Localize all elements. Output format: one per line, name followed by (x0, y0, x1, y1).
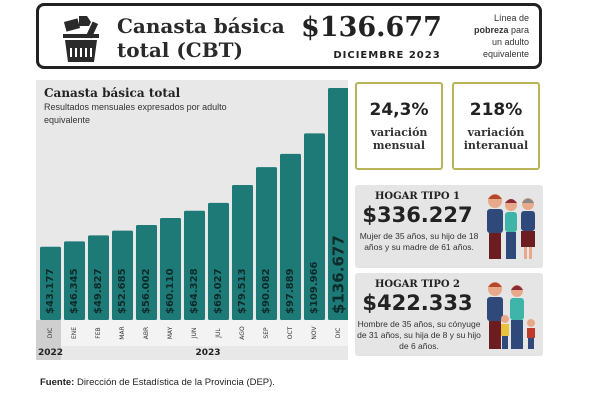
bar-chart: $43.177 DIC $46.345 ENE $49.827 FEB $52.685 MAR… (36, 88, 348, 360)
bar (40, 246, 61, 320)
note-bold: pobreza (473, 25, 509, 35)
stat-label: mensual (372, 139, 426, 152)
bar-value-label: $43.177 (45, 268, 56, 314)
header-note: Línea de pobreza para un adulto equivale… (449, 12, 529, 60)
grocery-basket-icon (63, 16, 99, 62)
source-footer: Fuente: Dirección de Estadística de la P… (40, 377, 275, 388)
month-tick-label: ENE (71, 327, 78, 339)
hogar-desc: Mujer de 35 años, su hijo de 18 años y s… (359, 231, 479, 252)
stat-monthly-variation: 24,3% variación mensual (355, 82, 443, 170)
month-tick-label: ABR (143, 327, 150, 339)
year-label: 2023 (195, 348, 220, 358)
bar (64, 241, 85, 320)
bar-value-label: $60.110 (165, 268, 176, 314)
bar (304, 133, 325, 320)
month-tick-label: SEP (263, 327, 270, 339)
bar-value-label: $49.827 (93, 268, 104, 314)
bar (160, 217, 181, 320)
bar (112, 230, 133, 320)
chart-title: Canasta básica total (44, 86, 181, 100)
month-tick-label: AGO (239, 326, 246, 340)
bar-value-label: $64.328 (189, 268, 200, 314)
bar-value-label: $56.002 (141, 268, 152, 314)
stat-label: variación (370, 126, 428, 139)
chart-panel: $43.177 DIC $46.345 ENE $49.827 FEB $52.685 MAR… (36, 80, 348, 360)
month-tick-label: DIC (335, 328, 342, 339)
bar-value-label: $97.889 (285, 268, 296, 314)
header-banner: Canasta básica total (CBT) $136.677 DICIE… (36, 3, 542, 69)
hogar-value: $336.227 (362, 203, 473, 227)
chart-subtitle: Resultados mensuales expresados por adul… (44, 102, 227, 125)
bar-value-label: $136.677 (330, 235, 348, 314)
family-of-three-icon (487, 194, 535, 259)
stat-yearly-variation: 218% variación interanual (452, 82, 540, 170)
hogar-title: HOGAR TIPO 2 (374, 279, 461, 290)
header-title: Canasta básica total (CBT) (117, 14, 285, 62)
bar (328, 88, 348, 320)
bar-value-label: $109.966 (309, 261, 320, 314)
month-tick-label: FEB (95, 327, 102, 338)
hogar-desc: Hombre de 35 años, su cónyuge de 31 años… (357, 319, 481, 351)
bar-value-label: $52.685 (117, 268, 128, 314)
family-of-four-icon (487, 282, 535, 349)
title-line: total (CBT) (117, 38, 243, 62)
bar (208, 202, 229, 320)
month-tick-label: JUN (191, 328, 198, 340)
hogar-title: HOGAR TIPO 1 (374, 191, 461, 202)
bar-value-label: $69.027 (213, 268, 224, 314)
hogar-value: $422.333 (362, 291, 473, 315)
bar-value-label: $46.345 (69, 268, 80, 314)
year-2022-band (36, 320, 61, 360)
title-line: Canasta básica (117, 14, 285, 38)
bar (232, 185, 253, 320)
bar (136, 224, 157, 320)
note-line: Línea de (493, 13, 529, 23)
note-line: equivalente (482, 49, 529, 59)
month-tick-label: JUL (215, 328, 222, 339)
hogar-tipo-1-card: HOGAR TIPO 1 $336.227 Mujer de 35 años, … (355, 185, 543, 268)
bar-value-label: $79.513 (237, 268, 248, 314)
year-label: 2022 (38, 348, 63, 358)
header-value: $136.677 (301, 12, 442, 43)
source-text: Dirección de Estadística de la Provincia… (74, 377, 275, 388)
bar (280, 153, 301, 320)
axis-band (36, 320, 348, 346)
bar (184, 210, 205, 320)
bar (256, 167, 277, 320)
month-tick-label: OCT (287, 326, 294, 339)
stat-value: 24,3% (369, 100, 429, 120)
stat-label: variación (467, 126, 525, 139)
stat-value: 218% (469, 100, 523, 120)
month-tick-label: MAY (167, 326, 174, 339)
stat-label: interanual (463, 139, 529, 152)
bar (88, 235, 109, 320)
month-tick-label: MAR (119, 326, 126, 339)
bar-value-label: $90.082 (261, 268, 272, 314)
source-label: Fuente: (40, 377, 75, 388)
note-line: un adulto (491, 37, 529, 47)
note-line: para (508, 25, 529, 35)
hogar-tipo-2-card: HOGAR TIPO 2 $422.333 Hombre de 35 años,… (355, 273, 543, 356)
month-tick-label: DIC (47, 328, 54, 339)
header-date: DICIEMBRE 2023 (333, 50, 441, 61)
month-tick-label: NOV (311, 326, 318, 340)
